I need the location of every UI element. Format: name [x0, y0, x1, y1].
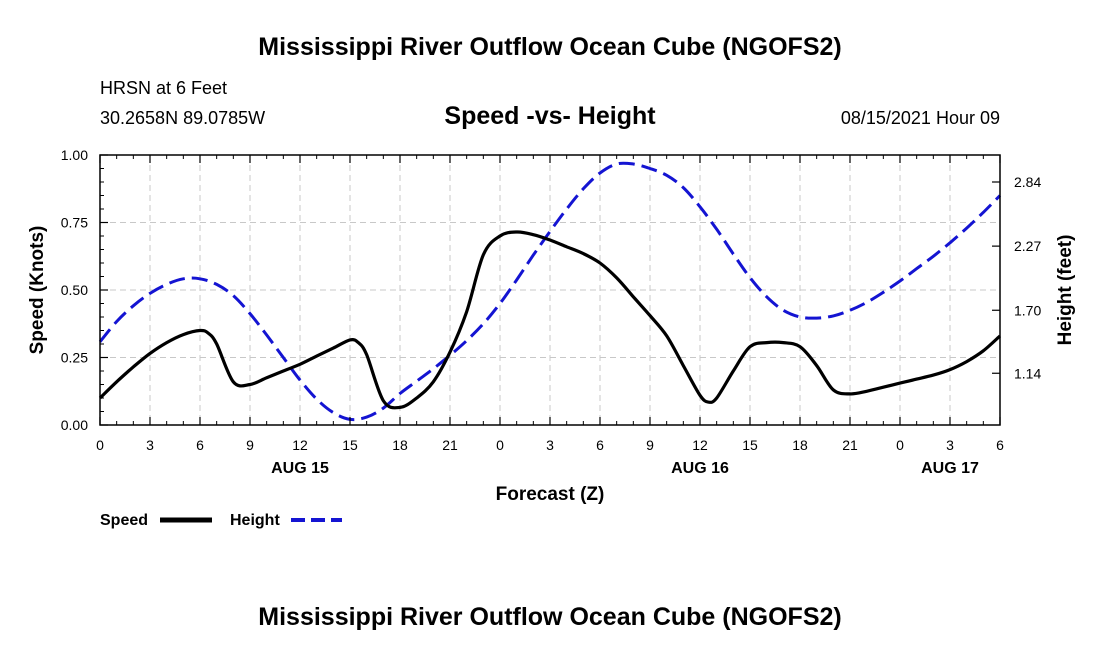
date-label: AUG 17	[921, 460, 979, 477]
station-label: HRSN at 6 Feet	[100, 78, 227, 98]
x-tick-label: 12	[692, 437, 708, 453]
y-axis-title: Speed (Knots)	[27, 226, 48, 355]
x-tick-label: 21	[442, 437, 458, 453]
grid-lines	[100, 155, 1000, 425]
y-tick-label: 0.75	[61, 215, 88, 231]
x-tick-label: 3	[146, 437, 154, 453]
date-label: AUG 15	[271, 460, 329, 477]
y-tick-label: 0.25	[61, 350, 88, 366]
x-tick-label: 0	[896, 437, 904, 453]
legend: Speed Height	[100, 512, 342, 529]
top-title: Mississippi River Outflow Ocean Cube (NG…	[258, 33, 841, 61]
location-label: 30.2658N 89.0785W	[100, 108, 265, 128]
x-tick-label: 9	[646, 437, 654, 453]
y-tick-label: 1.00	[61, 147, 88, 163]
x-tick-label: 15	[742, 437, 758, 453]
y-tick-label: 0.00	[61, 417, 88, 433]
y2-axis-title: Height (feet)	[1055, 235, 1076, 346]
x-tick-label: 3	[546, 437, 554, 453]
x-tick-label: 18	[792, 437, 808, 453]
axis-tick-labels: 0 3 6 9 12 15 18 21 0 3 6 9 12 15 18 21 0 3 6 0.00 0.25 0.50 0…	[61, 147, 1042, 477]
chart-subtitle: Speed -vs- Height	[444, 102, 656, 130]
legend-label-height: Height	[230, 512, 280, 529]
x-tick-label: 0	[96, 437, 104, 453]
datetime-label: 08/15/2021 Hour 09	[841, 108, 1000, 128]
x-tick-label: 9	[246, 437, 254, 453]
series-line-speed	[98, 230, 1002, 410]
x-axis-title: Forecast (Z)	[496, 484, 605, 505]
y2-tick-label: 1.14	[1014, 365, 1041, 381]
series-lines	[98, 161, 1002, 422]
x-tick-label: 6	[596, 437, 604, 453]
bottom-title: Mississippi River Outflow Ocean Cube (NG…	[258, 603, 841, 631]
x-tick-label: 12	[292, 437, 308, 453]
x-tick-label: 0	[496, 437, 504, 453]
x-tick-label: 18	[392, 437, 408, 453]
axis-ticks	[99, 154, 1001, 426]
y2-tick-label: 2.84	[1014, 174, 1041, 190]
y2-tick-label: 2.27	[1014, 238, 1041, 254]
x-tick-label: 6	[996, 437, 1004, 453]
legend-label-speed: Speed	[100, 512, 148, 529]
y2-tick-label: 1.70	[1014, 302, 1041, 318]
x-tick-label: 6	[196, 437, 204, 453]
series-line-height	[98, 161, 1002, 422]
y-tick-label: 0.50	[61, 282, 88, 298]
date-label: AUG 16	[671, 460, 729, 477]
x-tick-label: 21	[842, 437, 858, 453]
x-tick-label: 15	[342, 437, 358, 453]
x-tick-label: 3	[946, 437, 954, 453]
